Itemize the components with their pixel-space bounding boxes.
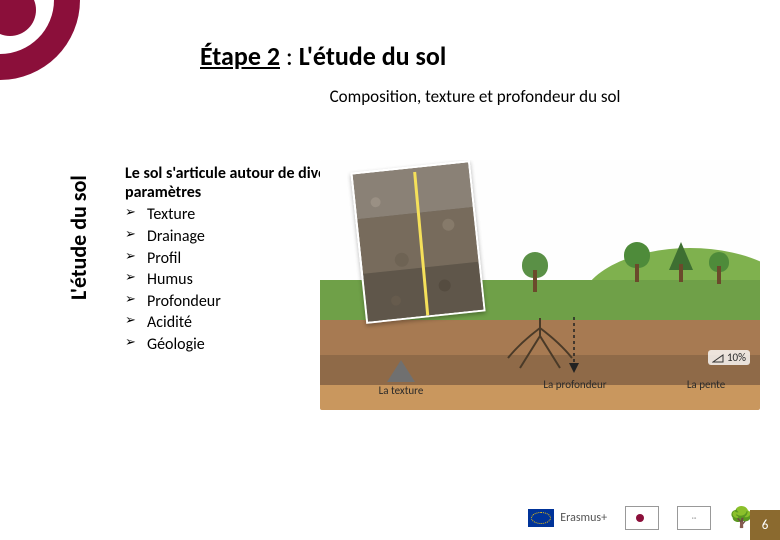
- side-section-label: L'étude du sol: [65, 175, 92, 300]
- caption-slope: La pente: [666, 378, 746, 391]
- soil-illustration: La texture La profondeur La pente 10%: [320, 160, 760, 410]
- footer: Erasmus+ ··· 🌳: [528, 505, 754, 530]
- photo-svg: [353, 162, 486, 324]
- partner-logo-2: ···: [677, 506, 711, 530]
- page-title: Étape 2 : L'étude du sol: [200, 40, 750, 72]
- caption-text: La pente: [687, 378, 725, 391]
- slope-value: 10%: [708, 350, 750, 365]
- title-sep: :: [280, 40, 299, 72]
- eu-flag-icon: [528, 509, 554, 527]
- caption-text: La texture: [379, 384, 424, 397]
- page-number: 6: [750, 510, 780, 540]
- partner-logo-1: [625, 506, 659, 530]
- erasmus-logo: Erasmus+: [528, 509, 607, 527]
- step-title: L'étude du sol: [299, 40, 447, 72]
- caption-depth: La profondeur: [520, 378, 630, 391]
- header: Étape 2 : L'étude du sol Composition, te…: [200, 40, 750, 107]
- erasmus-text: Erasmus+: [560, 511, 607, 525]
- depth-arrow-icon: [566, 315, 582, 375]
- corner-decoration: [0, 0, 100, 100]
- tree-icon: [520, 256, 550, 292]
- step-prefix: Étape 2: [200, 40, 280, 72]
- page-subtitle: Composition, texture et profondeur du so…: [200, 86, 750, 107]
- tree-icon: [622, 246, 652, 282]
- triangle-icon: [387, 360, 415, 382]
- caption-text: La profondeur: [543, 378, 606, 391]
- dot-icon: [636, 514, 644, 522]
- caption-texture: La texture: [356, 360, 446, 397]
- slope-angle-icon: [712, 353, 724, 363]
- tree-icon: [706, 254, 732, 284]
- soil-photo: [350, 160, 485, 324]
- pine-tree-icon: [666, 238, 696, 282]
